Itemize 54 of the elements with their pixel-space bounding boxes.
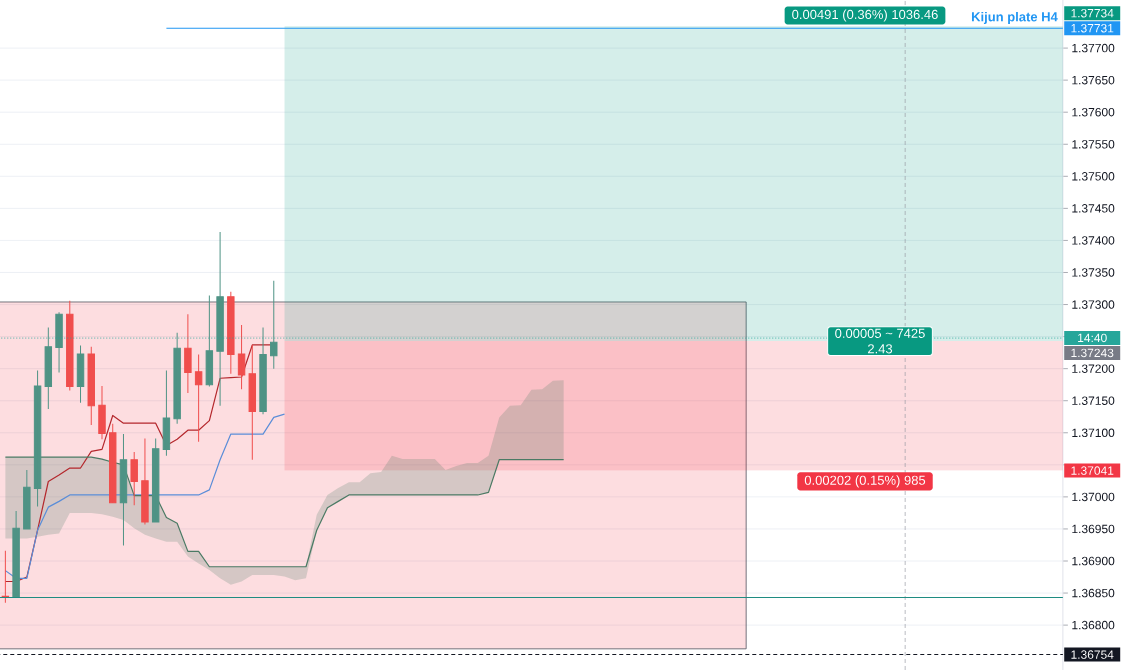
candlestick [237,324,246,390]
y-tick-label: 1.37650 [1072,75,1115,85]
y-tick-label: 1.36950 [1072,524,1115,534]
y-tick-label: 1.37500 [1072,172,1115,181]
y-tick-label: 1.37731 [1071,23,1114,33]
candlestick [33,370,42,508]
y-tick-label: 1.36900 [1072,556,1115,566]
y-tick-label: 1.37400 [1072,236,1115,245]
candlestick [98,385,106,440]
candlestick [151,438,160,523]
candlestick [248,344,257,461]
candlestick [205,295,214,388]
candlestick [109,423,117,504]
y-tick-label: 1.36800 [1072,620,1115,630]
annotation: 0.00005 ~ 7425 [835,328,925,338]
text: 14:40 [1078,333,1107,343]
candlestick [119,433,128,547]
candlestick [194,354,203,443]
candlestick [184,313,192,394]
y-tick-label: 1.36754 [1071,650,1114,659]
candlestick [44,327,53,410]
candlestick [23,469,31,530]
y-tick-label: 1.37550 [1072,140,1115,149]
y-tick-label: 1.37300 [1072,300,1115,309]
candlestick [1,550,10,604]
y-tick-label: 1.37100 [1072,428,1115,438]
candlestick [130,451,138,506]
text: 1.37243 [1071,348,1114,358]
annotation: 2.43 [868,344,893,354]
candlestick [162,370,171,457]
text: 1.37734 [1071,8,1114,18]
candlestick [87,346,95,426]
candlestick [259,327,267,415]
candlestick [66,300,74,391]
y-tick-label: 1.37450 [1072,204,1115,213]
candlestick [141,438,149,525]
band-label: 0.00202 (0.15%) 985 [804,475,926,488]
candlestick [216,231,224,407]
candlestick [55,311,63,373]
candlestick [270,280,278,370]
y-tick-label: 1.37700 [1072,43,1115,53]
candlestick [173,332,181,425]
ref-line-label: Kijun plate H4 [972,11,1058,24]
y-tick-label: 1.37150 [1072,396,1115,405]
text: 1.37041 [1071,466,1114,475]
y-tick-label: 1.37000 [1072,492,1115,502]
y-tick-label: 1.37350 [1072,268,1115,277]
band-label: 0.00491 (0.36%) 1036.46 [792,9,938,22]
candlestick [227,291,235,375]
y-tick-label: 1.37600 [1072,107,1115,117]
y-tick-label: 1.36850 [1072,588,1115,598]
y-tick-label: 1.37200 [1072,364,1115,373]
candlestick [12,510,20,598]
candlestick [76,345,85,404]
